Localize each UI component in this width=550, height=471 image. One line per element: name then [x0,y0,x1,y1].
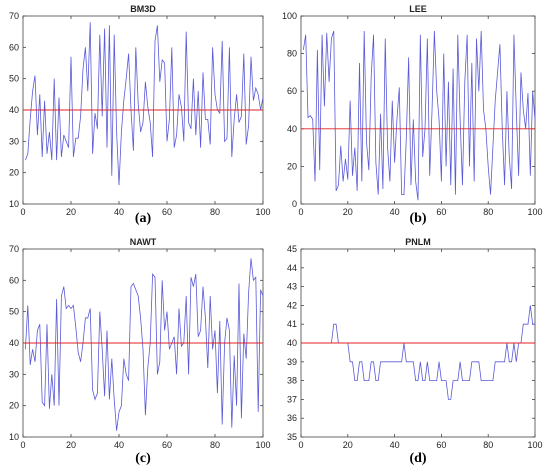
x-tick-label: 80 [210,440,220,450]
x-tick-label: 0 [20,440,25,450]
y-tick-label: 43 [287,282,297,292]
y-tick-label: 37 [287,394,297,404]
chart-panel-3: 0 20 40 60 80 100 10 20 30 40 50 60 70 NAWT (c) [9,237,271,466]
y-tick-label: 40 [9,338,19,348]
y-tick-label: 0 [292,199,297,209]
series-line [25,22,264,186]
x-tick-label: 0 [298,207,303,217]
x-tick-label: 100 [527,440,542,450]
chart-title: PNLM [405,237,431,247]
chart-panel-4: 0 20 40 60 80 100 35 36 37 38 39 40 41 42 43 44 45 PNLM (d… [287,237,543,466]
y-tick-label: 100 [282,11,297,21]
y-tick-label: 50 [9,74,19,84]
x-tick-label: 0 [20,207,25,217]
chart-panel-1: 0 20 40 60 80 100 10 20 30 40 50 60 70 BM3D (a) [9,4,271,226]
y-tick-label: 20 [287,161,297,171]
y-tick-label: 35 [287,432,297,442]
x-tick-label: 60 [436,207,446,217]
x-tick-label: 20 [66,440,76,450]
panel-label: (a) [135,211,152,226]
y-tick-label: 42 [287,300,297,310]
chart-title: BM3D [130,4,156,14]
y-tick-label: 10 [9,199,19,209]
series-line [25,258,264,431]
x-tick-label: 60 [162,207,172,217]
y-tick-label: 50 [9,307,19,317]
y-tick-label: 60 [9,42,19,52]
y-tick-label: 38 [287,376,297,386]
x-tick-label: 100 [255,440,270,450]
x-tick-label: 40 [114,207,124,217]
y-tick-label: 44 [287,263,297,273]
x-tick-label: 20 [343,207,353,217]
y-tick-label: 40 [287,124,297,134]
y-tick-label: 39 [287,357,297,367]
y-tick-label: 40 [9,105,19,115]
y-tick-label: 20 [9,401,19,411]
panel-label: (b) [409,211,426,226]
y-tick-label: 41 [287,319,297,329]
x-tick-label: 20 [66,207,76,217]
y-tick-label: 20 [9,168,19,178]
y-tick-label: 30 [9,369,19,379]
chart-panel-2: 0 20 40 60 80 100 0 20 40 60 80 100 LEE (b) [282,4,543,226]
y-tick-label: 60 [287,86,297,96]
x-tick-label: 60 [436,440,446,450]
x-tick-label: 0 [298,440,303,450]
y-tick-label: 70 [9,244,19,254]
y-tick-label: 80 [287,49,297,59]
y-tick-label: 60 [9,275,19,285]
chart-title: LEE [409,4,427,14]
x-tick-label: 100 [527,207,542,217]
x-tick-label: 40 [390,207,400,217]
panel-label: (c) [135,451,151,466]
panel-label: (d) [409,451,426,466]
y-tick-label: 10 [9,432,19,442]
x-tick-label: 40 [114,440,124,450]
y-tick-label: 36 [287,413,297,423]
y-tick-label: 40 [287,338,297,348]
y-tick-label: 45 [287,244,297,254]
x-tick-label: 80 [210,207,220,217]
y-tick-label: 30 [9,136,19,146]
x-tick-label: 40 [390,440,400,450]
x-tick-label: 20 [343,440,353,450]
x-tick-label: 60 [162,440,172,450]
chart-title: NAWT [130,237,157,247]
x-tick-label: 100 [255,207,270,217]
series-line [302,30,536,201]
x-tick-label: 80 [483,207,493,217]
x-tick-label: 80 [483,440,493,450]
y-tick-label: 70 [9,11,19,21]
